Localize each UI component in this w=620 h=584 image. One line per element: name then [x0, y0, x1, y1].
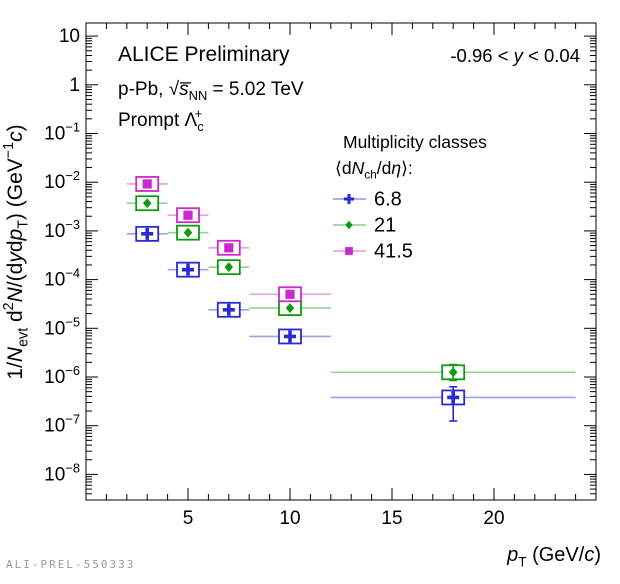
series-6.8	[126, 225, 576, 422]
y-tick-label: 10−8	[44, 460, 80, 485]
rapidity-range-label: -0.96 < y < 0.04	[450, 45, 580, 66]
cross-marker-icon	[447, 391, 460, 404]
diamond-marker-icon	[224, 262, 234, 273]
x-tick-label: 10	[279, 508, 300, 529]
y-tick-label: 1	[69, 75, 80, 96]
diamond-marker-icon	[285, 303, 295, 314]
x-axis-title: pT (GeV/c)	[506, 544, 601, 569]
legend: Multiplicity classes ⟨dNch/dη⟩: 6.8 21 41.5	[333, 132, 487, 263]
series-41.5	[126, 176, 331, 303]
diamond-marker-icon	[448, 367, 458, 378]
square-marker-icon	[224, 243, 234, 253]
x-tick-label: 15	[381, 508, 402, 529]
cross-marker-icon	[182, 263, 194, 276]
diamond-marker-icon	[183, 227, 193, 238]
y-axis-title: 1/Nevt d2N/(dydpT) (GeV−1c)	[1, 124, 32, 379]
legend-title: Multiplicity classes	[343, 132, 487, 152]
series-21	[126, 195, 576, 382]
square-marker-icon	[142, 179, 152, 189]
particle-label: Prompt Λc+	[118, 106, 204, 134]
watermark-label: ALI-PREL-550333	[6, 558, 136, 571]
legend-entry-label: 21	[374, 215, 396, 237]
axes	[85, 22, 597, 501]
y-tick-label: 10−5	[44, 314, 80, 339]
cross-marker-icon	[343, 193, 355, 205]
alice-preliminary-title: ALICE Preliminary	[118, 43, 290, 66]
y-tick-label: 10	[59, 26, 80, 47]
y-tick-label: 10−3	[44, 217, 80, 242]
y-tick-label: 10−6	[44, 363, 80, 388]
x-tick-label: 5	[183, 508, 194, 529]
y-tick-label: 10−7	[44, 412, 80, 437]
y-tick-label: 10−1	[44, 120, 80, 145]
legend-subtitle: ⟨dNch/dη⟩:	[335, 158, 413, 182]
y-tick-label: 10−4	[44, 266, 80, 291]
cross-marker-icon	[222, 303, 235, 316]
square-marker-icon	[345, 247, 353, 255]
x-tick-label: 20	[483, 508, 504, 529]
diamond-marker-icon	[345, 220, 353, 230]
legend-entry-label: 6.8	[374, 189, 402, 211]
plot-frame	[85, 22, 597, 501]
cross-marker-icon	[141, 227, 154, 240]
square-marker-icon	[183, 210, 193, 220]
collision-system-label: p-Pb, √s̅NN = 5.02 TeV	[118, 79, 304, 103]
y-tick-label: 10−2	[44, 168, 80, 193]
cross-marker-icon	[284, 330, 297, 343]
square-marker-icon	[285, 289, 295, 299]
diamond-marker-icon	[142, 198, 152, 209]
legend-entry-label: 41.5	[374, 241, 413, 263]
